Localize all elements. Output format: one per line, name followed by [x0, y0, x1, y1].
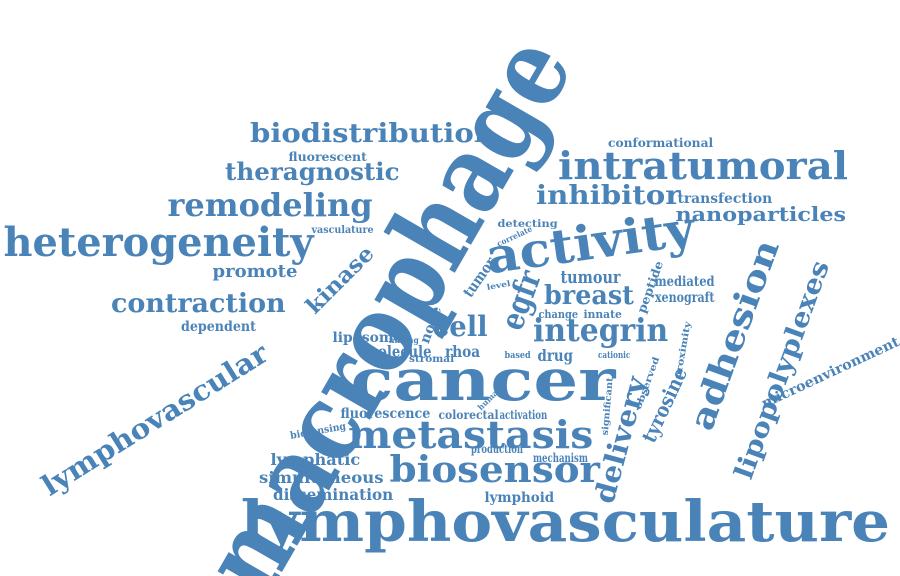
word-contraction: contraction: [110, 289, 286, 319]
word-cancer: cancer: [350, 346, 616, 414]
word-change: change: [537, 307, 578, 321]
word-dissemination: dissemination: [273, 485, 394, 504]
word-biosensor: biosensor: [388, 449, 600, 491]
word-heterogeneity: heterogeneity: [2, 219, 314, 266]
word-inhibitor: inhibitor: [535, 181, 681, 211]
word-theragnostic: theragnostic: [224, 157, 400, 186]
word-metastasis: metastasis: [347, 412, 593, 457]
word-innate: innate: [583, 307, 622, 321]
word-nanoparticles: nanoparticles: [674, 202, 846, 226]
word-colorectal: colorectal: [437, 408, 499, 422]
word-simultaneous: simultaneous: [258, 468, 384, 487]
word-stromal: stromal: [408, 354, 454, 365]
word-breast: breast: [544, 281, 634, 311]
word-cell: cell: [432, 310, 488, 343]
word-cationic: cationic: [598, 350, 631, 361]
word-transfection: transfection: [677, 191, 773, 207]
word-proximity: proximity: [673, 320, 694, 380]
word-lymphoid: lymphoid: [483, 490, 554, 506]
word-mechanism: mechanism: [532, 451, 588, 465]
word-rhoa: rhoa: [444, 342, 480, 361]
word-based: based: [504, 350, 531, 361]
word-detecting: detecting: [496, 219, 558, 230]
word-dependent: dependent: [180, 319, 256, 335]
word-remodeling: remodeling: [167, 186, 373, 224]
word-integrin: integrin: [532, 311, 668, 349]
word-liposome: liposome: [331, 330, 402, 346]
word-vasculature: vasculature: [310, 225, 374, 236]
word-drug: drug: [537, 346, 573, 365]
word-tumour: tumour: [560, 267, 621, 288]
word-conformational: conformational: [607, 136, 713, 150]
word-promote: promote: [212, 261, 298, 282]
word-biodistribution: biodistribution: [249, 119, 495, 149]
word-finding: finding: [388, 335, 419, 345]
word-lymphatic: lymphatic: [270, 450, 360, 469]
word-fluorescent: fluorescent: [287, 150, 367, 164]
word-fluorescence: fluorescence: [340, 406, 430, 422]
word-intratumoral: intratumoral: [558, 143, 849, 188]
word-production: production: [470, 442, 523, 456]
word-activation: activation: [498, 408, 547, 422]
word-mediated: mediated: [654, 274, 715, 290]
word-molecule: molecule: [363, 342, 432, 361]
word-xenograft: xenograft: [654, 290, 715, 306]
word-lymphovasculature: lymphovasculature: [240, 489, 890, 555]
